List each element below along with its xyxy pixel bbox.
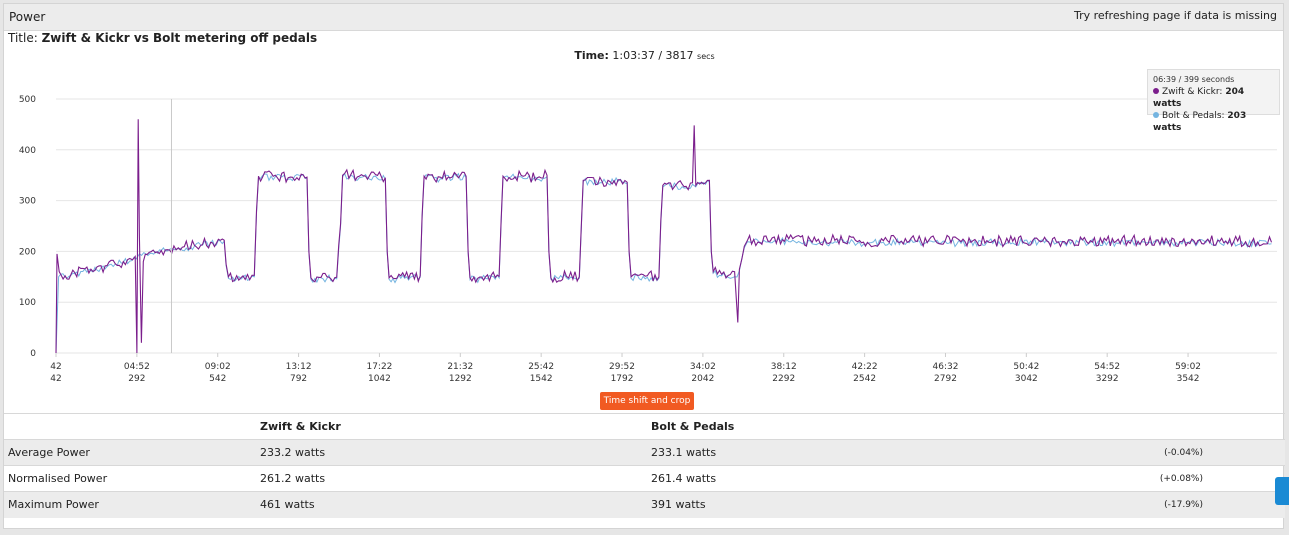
series-2-dot-icon xyxy=(1153,112,1159,118)
x-tick-time-label: 29:52 xyxy=(609,362,635,372)
x-tick-time-label: 13:12 xyxy=(286,362,312,372)
stat-diff: (-17.9%) xyxy=(911,491,1285,518)
tooltip-series-1: Zwift & Kickr: 204 watts xyxy=(1153,86,1274,110)
series-1-dot-icon xyxy=(1153,88,1159,94)
stats-header-blank xyxy=(4,413,256,440)
x-tick-time-label: 04:52 xyxy=(124,362,150,372)
chart-tooltip: 06:39 / 399 seconds Zwift & Kickr: 204 w… xyxy=(1147,69,1280,133)
table-row: Normalised Power 261.2 watts 261.4 watts… xyxy=(4,465,1285,492)
x-tick-seconds-label: 3042 xyxy=(1015,374,1038,384)
x-tick-time-label: 42 xyxy=(50,362,61,372)
x-tick-time-label: 42:22 xyxy=(852,362,878,372)
time-shift-crop-button[interactable]: Time shift and crop xyxy=(600,392,694,410)
x-tick-seconds-label: 1792 xyxy=(611,374,634,384)
x-tick-time-label: 21:32 xyxy=(447,362,473,372)
x-tick-seconds-label: 2292 xyxy=(772,374,795,384)
stats-header-bolt: Bolt & Pedals xyxy=(647,413,912,440)
power-panel: Power Try refreshing page if data is mis… xyxy=(3,3,1285,529)
x-axis-ticks: 42 42 04:52 292 09:02 542 13:12 792 17:22 1042 21:… xyxy=(50,353,1201,384)
chart-title: Title: Zwift & Kickr vs Bolt metering of… xyxy=(8,31,317,45)
x-tick-seconds-label: 542 xyxy=(209,374,226,384)
x-tick-seconds-label: 2042 xyxy=(691,374,714,384)
stats-header-row: Zwift & Kickr Bolt & Pedals xyxy=(4,413,1285,440)
time-value: 1:03:37 / 3817 xyxy=(612,49,694,62)
tooltip-s1-value: 204 watts xyxy=(1153,87,1245,109)
y-tick-label: 100 xyxy=(19,298,36,308)
tooltip-s2-value: 203 watts xyxy=(1153,111,1247,133)
refresh-note: Try refreshing page if data is missing xyxy=(1073,9,1277,22)
stat-bolt-value: 233.1 watts xyxy=(647,439,912,466)
chart-grid xyxy=(56,98,1277,354)
x-tick-seconds-label: 1042 xyxy=(368,374,391,384)
x-tick-time-label: 17:22 xyxy=(366,362,392,372)
stat-zwift-value: 261.2 watts xyxy=(256,465,647,492)
chart-title-label: Title: xyxy=(8,31,38,45)
chart-series xyxy=(55,119,1273,354)
side-panel-tab[interactable] xyxy=(1275,477,1289,505)
x-tick-time-label: 59:02 xyxy=(1175,362,1201,372)
stat-bolt-value: 391 watts xyxy=(647,491,912,518)
x-tick-seconds-label: 292 xyxy=(128,374,145,384)
y-tick-label: 500 xyxy=(19,95,36,105)
y-axis-ticks: 0 100 200 300 400 500 xyxy=(19,95,36,359)
tooltip-header: 06:39 / 399 seconds xyxy=(1153,75,1235,84)
x-tick-time-label: 46:32 xyxy=(933,362,959,372)
tooltip-s1-label: Zwift & Kickr: xyxy=(1162,87,1223,97)
x-tick-seconds-label: 1292 xyxy=(449,374,472,384)
stat-diff: (-0.04%) xyxy=(911,439,1285,466)
power-chart[interactable]: 0 100 200 300 400 500 42 42 04:52 292 09:02 542 13:… xyxy=(4,60,1285,390)
y-tick-label: 300 xyxy=(19,197,36,207)
panel-header: Power Try refreshing page if data is mis… xyxy=(4,4,1283,31)
x-tick-seconds-label: 1542 xyxy=(530,374,553,384)
x-tick-seconds-label: 2542 xyxy=(853,374,876,384)
time-readout: Time: 1:03:37 / 3817 secs xyxy=(4,49,1285,62)
x-tick-seconds-label: 3542 xyxy=(1177,374,1200,384)
stat-zwift-value: 233.2 watts xyxy=(256,439,647,466)
tooltip-series-2: Bolt & Pedals: 203 watts xyxy=(1153,110,1274,134)
table-row: Maximum Power 461 watts 391 watts (-17.9… xyxy=(4,491,1285,518)
stat-diff: (+0.08%) xyxy=(911,465,1285,492)
stats-header-diff xyxy=(911,413,1285,440)
panel-title: Power xyxy=(9,10,46,24)
y-tick-label: 200 xyxy=(19,247,36,257)
x-tick-time-label: 09:02 xyxy=(205,362,231,372)
x-tick-seconds-label: 792 xyxy=(290,374,307,384)
x-tick-seconds-label: 3292 xyxy=(1096,374,1119,384)
x-tick-time-label: 38:12 xyxy=(771,362,797,372)
stat-label: Average Power xyxy=(4,439,256,466)
stat-label: Normalised Power xyxy=(4,465,256,492)
time-unit: secs xyxy=(697,52,715,61)
stat-label: Maximum Power xyxy=(4,491,256,518)
x-tick-time-label: 34:02 xyxy=(690,362,716,372)
x-tick-time-label: 50:42 xyxy=(1013,362,1039,372)
time-label: Time: xyxy=(574,49,609,62)
x-tick-seconds-label: 2792 xyxy=(934,374,957,384)
stats-table: Zwift & Kickr Bolt & Pedals Average Powe… xyxy=(4,413,1285,518)
series-line-zwift-kickr xyxy=(55,119,1273,354)
y-tick-label: 0 xyxy=(30,349,36,359)
chart-title-text: Zwift & Kickr vs Bolt metering off pedal… xyxy=(41,31,318,45)
y-tick-label: 400 xyxy=(19,146,36,156)
x-tick-seconds-label: 42 xyxy=(50,374,61,384)
tooltip-s2-label: Bolt & Pedals: xyxy=(1162,111,1225,121)
stat-zwift-value: 461 watts xyxy=(256,491,647,518)
table-row: Average Power 233.2 watts 233.1 watts (-… xyxy=(4,439,1285,466)
stat-bolt-value: 261.4 watts xyxy=(647,465,912,492)
x-tick-time-label: 25:42 xyxy=(528,362,554,372)
stats-header-zwift: Zwift & Kickr xyxy=(256,413,647,440)
x-tick-time-label: 54:52 xyxy=(1094,362,1120,372)
